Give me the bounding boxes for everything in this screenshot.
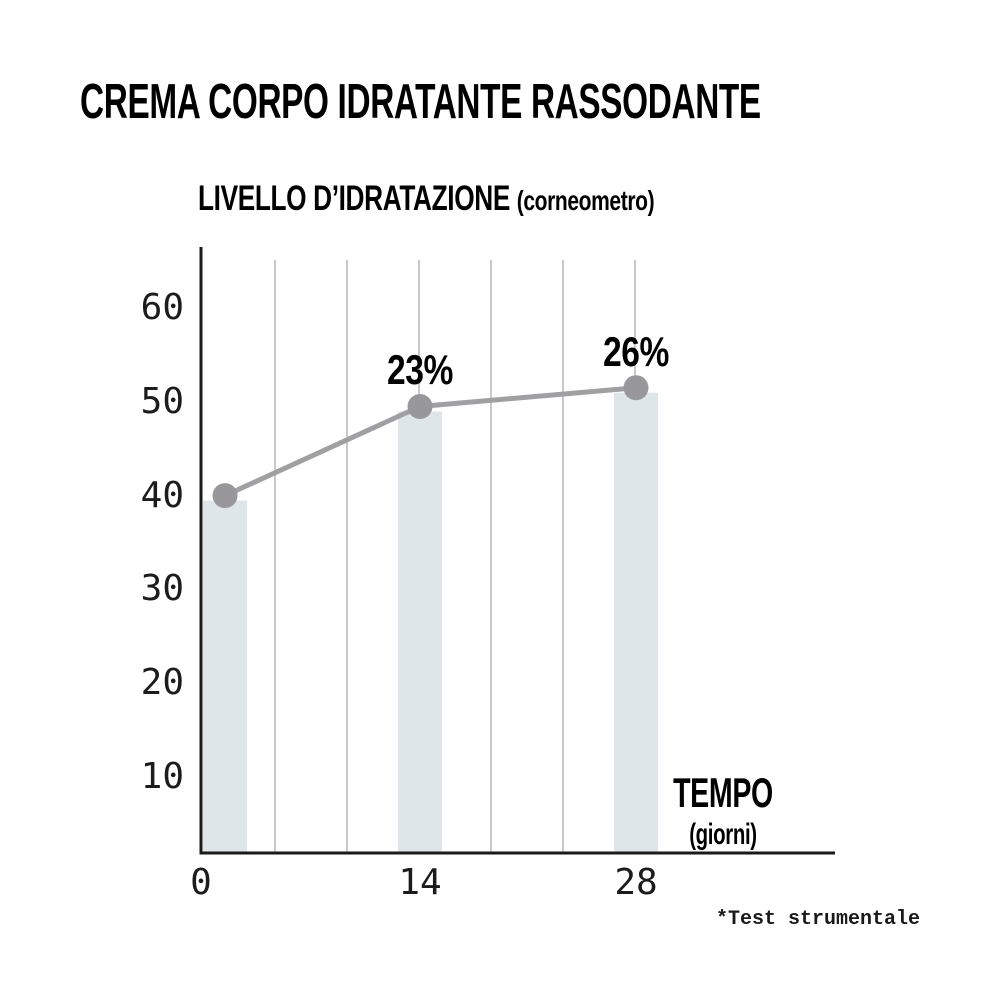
data-point [623, 375, 649, 401]
point-label: 26% [602, 327, 670, 375]
data-point [407, 393, 433, 419]
footnote: *Test strumentale [715, 908, 920, 931]
x-axis-title-sub: (giorni) [689, 818, 757, 851]
y-tick-label: 40 [140, 474, 184, 516]
y-tick-label: 20 [140, 662, 184, 704]
chart-title-main: LIVELLO D’IDRATAZIONE [198, 179, 510, 218]
data-point [212, 483, 238, 509]
x-tick-label: 28 [614, 862, 658, 903]
page-title: CREMA CORPO IDRATANTE RASSODANTE [80, 75, 761, 129]
x-axis-title: TEMPO (giorni) [673, 772, 773, 850]
y-tick-label: 30 [140, 568, 184, 610]
x-tick-label: 0 [190, 862, 212, 903]
bar [203, 500, 247, 853]
chart-title: LIVELLO D’IDRATAZIONE (corneometro) [198, 179, 655, 218]
bar [398, 411, 442, 853]
point-label: 23% [386, 346, 454, 394]
x-axis-title-main: TEMPO [673, 769, 773, 816]
y-tick-label: 60 [140, 287, 184, 328]
y-tick-label: 10 [140, 756, 184, 797]
chart-title-note: (corneometro) [516, 185, 655, 216]
y-tick-label: 50 [140, 380, 184, 422]
bar [614, 392, 658, 853]
x-tick-label: 14 [398, 862, 442, 903]
